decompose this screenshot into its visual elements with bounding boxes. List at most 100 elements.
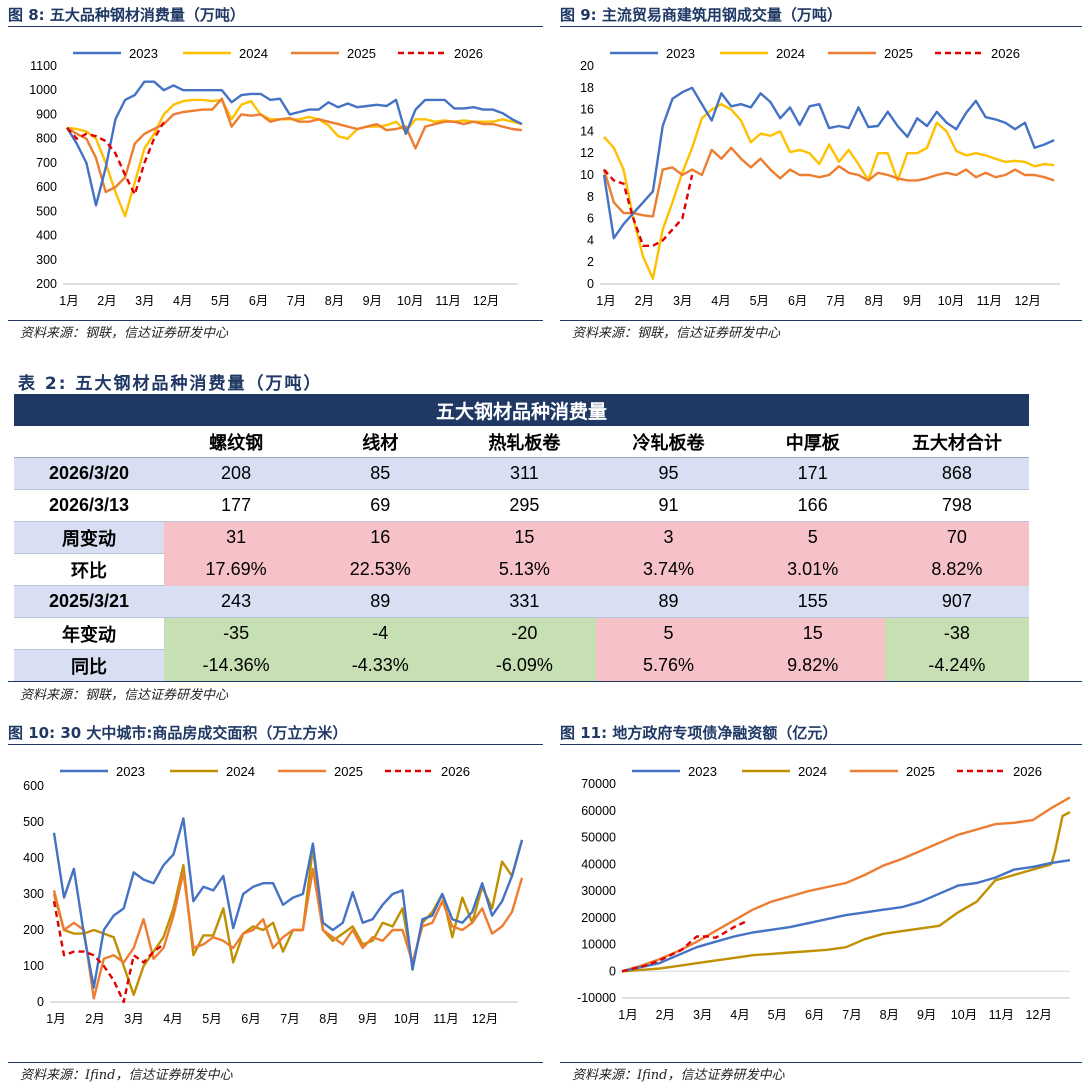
fig8-x-tick: 8月	[325, 294, 344, 308]
table-row: 同比 -14.36% -4.33% -6.09% 5.76% 9.82% -4.…	[14, 649, 1029, 681]
fig9-x-tick: 9月	[903, 294, 922, 308]
fig10-legend-label: 2026	[441, 764, 470, 779]
table-cell: 9.82%	[740, 649, 885, 681]
fig9-series-2026	[603, 168, 694, 247]
table-row: 2025/3/21 243 89 331 89 155 907	[14, 585, 1029, 618]
fig9-y-tick: 16	[580, 103, 594, 117]
steel-consumption-table: 五大钢材品种消费量 螺纹钢 线材 热轧板卷 冷轧板卷 中厚板 五大材合计 202…	[14, 394, 1029, 681]
fig11-y-tick: 40000	[581, 857, 616, 871]
fig8-y-tick: 1000	[29, 83, 57, 97]
table-cell: 95	[596, 457, 741, 490]
table-cell: 907	[884, 585, 1029, 618]
table-cell: 5.76%	[596, 649, 741, 681]
fig9-x-tick: 1月	[596, 294, 615, 308]
fig9-series-2024	[603, 103, 1055, 280]
fig11-y-tick: 30000	[581, 884, 616, 898]
fig11-chart: -10000 0 10000 20000 30000 40000 50000 60000 700…	[577, 764, 1071, 1022]
fig9-y-tick: 14	[580, 124, 594, 138]
fig11-y-tick: 10000	[581, 938, 616, 952]
fig9-x-tick: 4月	[711, 294, 730, 308]
fig8-y-tick: 600	[36, 180, 57, 194]
table-cell: -20	[452, 617, 597, 650]
fig9-y-tick: 20	[580, 59, 594, 73]
fig10-x-tick: 3月	[124, 1012, 143, 1026]
fig9-y-tick: 2	[587, 255, 594, 269]
corner-cell	[14, 426, 164, 458]
fig10-x-tick: 10月	[394, 1012, 420, 1026]
fig11-legend-label: 2026	[1013, 764, 1042, 779]
fig8-x-tick: 1月	[59, 294, 78, 308]
fig8-title: 图 8: 五大品种钢材消费量（万吨）	[8, 4, 543, 27]
table-cell: 5	[596, 617, 741, 650]
table-cell: 208	[164, 457, 309, 490]
table-cell: 91	[596, 489, 741, 522]
fig9-x-tick: 6月	[788, 294, 807, 308]
fig11-x-tick: 5月	[768, 1008, 787, 1022]
col-head: 螺纹钢	[164, 426, 309, 458]
fig8-x-tick: 6月	[249, 294, 268, 308]
fig10-y-tick: 400	[23, 851, 44, 865]
fig11-series-2023	[621, 859, 1071, 973]
table-cell: 17.69%	[164, 553, 309, 586]
table-cell: 16	[308, 521, 453, 554]
table-caption: 表 2: 五大钢材品种消费量（万吨）	[18, 374, 323, 394]
fig8-x-tick: 2月	[97, 294, 116, 308]
fig10-x-tick: 6月	[241, 1012, 260, 1026]
fig9-x-tick: 2月	[635, 294, 654, 308]
table-cell: 868	[884, 457, 1029, 490]
col-head: 中厚板	[740, 426, 885, 458]
fig9-x-tick: 11月	[977, 294, 1002, 308]
fig9-x-tick: 8月	[865, 294, 884, 308]
table-cell: 331	[452, 585, 597, 618]
fig11-series-2026	[621, 920, 746, 973]
col-head: 热轧板卷	[452, 426, 597, 458]
fig8-x-tick: 12月	[473, 294, 499, 308]
fig11-series-2025	[621, 796, 1071, 973]
fig10-source: 资料来源：Ifind，信达证券研发中心	[20, 1068, 233, 1083]
fig8-y-tick: 700	[36, 156, 57, 170]
fig11-x-tick: 1月	[618, 1008, 637, 1022]
fig8-x-tick: 9月	[363, 294, 382, 308]
fig9-series-2023	[602, 86, 1055, 240]
fig11-title: 图 11: 地方政府专项债净融资额（亿元）	[560, 722, 1082, 745]
col-head: 线材	[308, 426, 453, 458]
fig10-series-2025	[52, 867, 524, 1000]
table-cell: -4.24%	[884, 649, 1029, 681]
fig9-x-tick: 3月	[673, 294, 692, 308]
fig9-title: 图 9: 主流贸易商建筑用钢成交量（万吨）	[560, 4, 1082, 27]
table-row: 2026/3/20 208 85 311 95 171 868	[14, 457, 1029, 490]
fig10-x-tick: 5月	[202, 1012, 221, 1026]
table-cell: 177	[164, 489, 309, 522]
fig11-x-tick: 2月	[656, 1008, 675, 1022]
table-cell: -35	[164, 617, 309, 650]
fig9-x-tick: 7月	[826, 294, 845, 308]
fig8-y-tick: 900	[36, 107, 57, 121]
fig11-x-tick: 11月	[989, 1008, 1014, 1022]
fig11-x-tick: 12月	[1025, 1008, 1051, 1022]
fig11-y-tick: 50000	[581, 831, 616, 845]
fig9-y-tick: 6	[587, 212, 594, 226]
fig11-x-tick: 3月	[693, 1008, 712, 1022]
fig10-y-tick: 600	[23, 779, 44, 793]
col-head: 冷轧板卷	[596, 426, 741, 458]
table-cell: 243	[164, 585, 309, 618]
fig11-y-tick: -10000	[577, 991, 616, 1005]
fig9-legend-label: 2026	[991, 46, 1020, 61]
fig11-x-tick: 4月	[730, 1008, 749, 1022]
fig11-source-rule	[560, 1062, 1082, 1063]
table-cell: 798	[884, 489, 1029, 522]
fig9-chart: 0 2 4 6 8 10 12 14 16 18 20 1月 2月 3月 4月 5月 6月 7月 8月 9月 10月 11…	[580, 46, 1060, 308]
table-cell: -4	[308, 617, 453, 650]
fig11-x-tick: 10月	[951, 1008, 977, 1022]
fig8-x-tick: 3月	[135, 294, 154, 308]
table-cell: 69	[308, 489, 453, 522]
table-row: 2026/3/13 177 69 295 91 166 798	[14, 489, 1029, 522]
fig11-y-tick: 0	[609, 964, 616, 978]
table-cell: 85	[308, 457, 453, 490]
table-cell: 89	[308, 585, 453, 618]
fig11-legend-label: 2023	[688, 764, 717, 779]
fig9-title-text: 图 9: 主流贸易商建筑用钢成交量（万吨）	[560, 6, 842, 24]
fig10-x-tick: 8月	[319, 1012, 338, 1026]
fig10-y-tick: 200	[23, 923, 44, 937]
table-header: 五大钢材品种消费量	[14, 394, 1029, 426]
